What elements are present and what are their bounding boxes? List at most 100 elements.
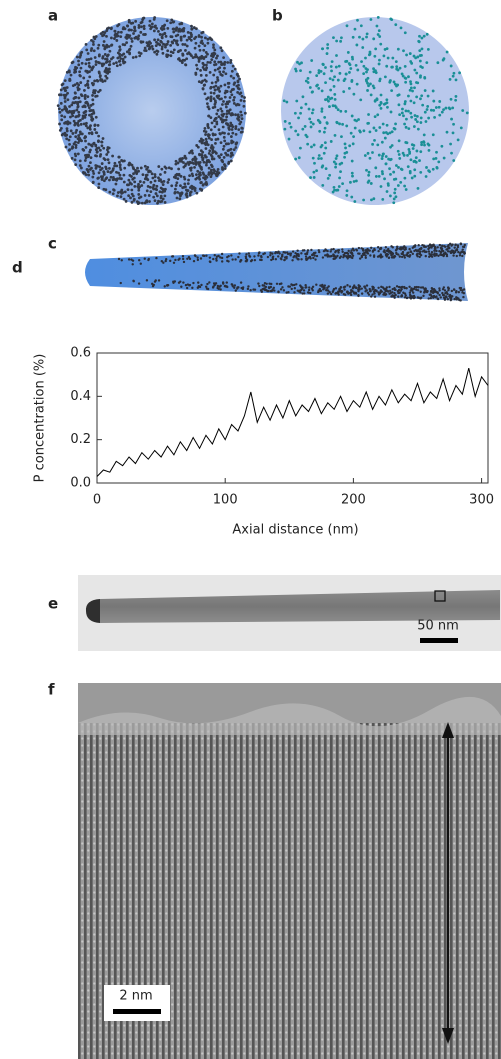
atom-dot: [180, 159, 183, 163]
atom-dot: [252, 288, 255, 291]
atom-dot: [461, 289, 464, 292]
atom-dot: [415, 253, 419, 257]
atom-dot: [271, 252, 274, 255]
atom-dot: [137, 182, 140, 186]
atom-dot: [373, 247, 376, 251]
atom-dot: [62, 93, 66, 97]
atom-dot: [108, 70, 111, 74]
atom-dot: [373, 115, 377, 119]
oxide-edge: [78, 696, 501, 735]
atom-dot: [223, 164, 227, 168]
atom-dot: [85, 101, 89, 104]
atom-dot: [345, 255, 348, 258]
atom-dot: [94, 63, 98, 66]
atom-dot: [185, 57, 189, 61]
atom-dot: [426, 105, 430, 108]
atom-dot: [454, 98, 458, 102]
atom-dot: [102, 170, 106, 174]
atom-dot: [343, 285, 347, 288]
atom-dot: [408, 247, 411, 251]
atom-dot: [82, 111, 86, 115]
atom-dot: [297, 116, 300, 120]
atom-dot: [227, 160, 231, 164]
atom-dot: [239, 98, 243, 102]
atom-dot: [65, 70, 69, 74]
data-line: [96, 368, 489, 477]
atom-dot: [74, 91, 77, 95]
atom-dot: [234, 132, 238, 136]
atom-dot: [350, 159, 354, 163]
atom-dot: [163, 170, 167, 174]
atom-dot: [97, 171, 101, 175]
atom-dot: [397, 153, 401, 156]
atom-dot: [207, 133, 211, 137]
atom-dot: [88, 168, 92, 171]
atom-dot: [404, 80, 408, 84]
atom-dot: [339, 170, 342, 174]
atom-dot: [388, 292, 391, 295]
atom-dot: [74, 96, 78, 99]
atom-dot: [148, 46, 152, 50]
atom-dot: [111, 192, 115, 196]
atom-dot: [440, 144, 444, 148]
atom-dot: [342, 90, 346, 94]
atom-dot: [202, 83, 206, 87]
atom-dot: [202, 173, 206, 176]
atom-dot: [223, 167, 227, 170]
atom-dot: [202, 160, 206, 164]
atom-dot: [163, 285, 166, 288]
atom-dot: [387, 256, 391, 259]
atom-dot: [397, 291, 400, 295]
atom-dot: [295, 256, 298, 259]
atom-dot: [119, 168, 123, 171]
atom-dot: [217, 94, 221, 98]
atom-dot: [245, 253, 248, 256]
atom-dot: [415, 285, 419, 289]
atom-dot: [58, 93, 61, 97]
atom-dot: [180, 157, 184, 161]
atom-dot: [224, 284, 227, 288]
atom-dot: [184, 63, 187, 67]
atom-dot: [103, 45, 107, 49]
atom-dot: [197, 80, 201, 84]
atom-dot: [453, 246, 456, 249]
atom-dot: [219, 60, 223, 64]
atom-dot: [409, 60, 413, 63]
atom-dot: [83, 115, 86, 118]
atom-dot: [127, 19, 131, 23]
atom-dot: [423, 110, 427, 114]
atom-dot: [119, 30, 123, 34]
atom-dot: [206, 60, 210, 64]
atom-dot: [192, 281, 195, 285]
atom-dot: [68, 135, 72, 139]
atom-dot: [118, 59, 122, 63]
atom-dot: [437, 105, 441, 109]
atom-dot: [84, 110, 88, 113]
atom-dot: [371, 288, 374, 291]
atom-dot: [218, 90, 222, 93]
atom-dot: [93, 128, 97, 131]
atom-dot: [393, 296, 396, 299]
atom-dot: [191, 56, 195, 60]
atom-dot: [65, 129, 69, 133]
atom-dot: [370, 198, 373, 202]
atom-dot: [356, 18, 359, 22]
atom-dot: [398, 255, 402, 258]
atom-dot: [92, 43, 95, 46]
atom-dot: [205, 102, 209, 106]
atom-dot: [116, 56, 120, 60]
atom-dot: [339, 109, 343, 113]
atom-dot: [70, 109, 74, 113]
atom-dot: [338, 122, 341, 126]
atom-dot: [170, 167, 173, 171]
atom-dot: [112, 62, 116, 66]
atom-dot: [63, 96, 67, 100]
atom-dot: [229, 154, 233, 158]
atom-dot: [372, 197, 376, 201]
atom-dot: [347, 62, 351, 65]
atom-dot: [437, 160, 441, 164]
atom-dot: [157, 176, 160, 180]
atom-dot: [98, 165, 102, 169]
atom-dot: [137, 24, 141, 27]
atom-dot: [221, 103, 224, 106]
